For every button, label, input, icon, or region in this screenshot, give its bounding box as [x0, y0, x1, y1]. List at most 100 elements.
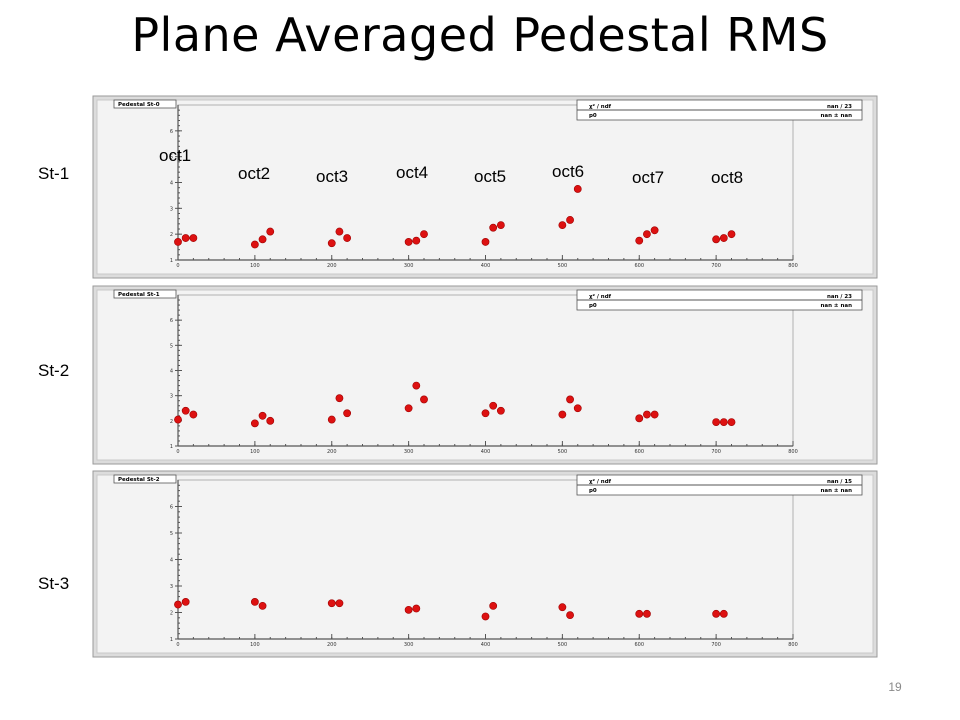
- data-point: [420, 230, 428, 239]
- x-tick-label: 200: [327, 263, 337, 269]
- x-tick-label: 500: [558, 642, 568, 648]
- data-point: [335, 599, 344, 608]
- x-tick-label: 0: [176, 449, 179, 455]
- x-tick-label: 400: [481, 642, 491, 648]
- data-point: [650, 410, 659, 419]
- data-point: [712, 418, 721, 426]
- data-point: [650, 226, 659, 235]
- data-point: [181, 598, 190, 606]
- data-point: [181, 406, 190, 415]
- y-tick-label: 6: [170, 318, 173, 324]
- stats-p0-label: p0: [589, 113, 597, 119]
- data-point: [727, 418, 736, 426]
- data-point: [258, 411, 267, 420]
- data-point: [335, 394, 344, 403]
- data-point: [181, 234, 190, 242]
- data-point: [343, 234, 352, 242]
- octant-label-8: oct8: [711, 168, 744, 187]
- data-point: [719, 609, 728, 618]
- stats-p0-label: p0: [589, 303, 597, 309]
- data-point: [635, 609, 644, 618]
- y-tick-label: 5: [170, 343, 173, 349]
- stats-p0-label: p0: [589, 488, 597, 494]
- data-point: [412, 604, 421, 613]
- data-point: [327, 415, 336, 424]
- octant-label-6: oct6: [552, 162, 585, 181]
- stats-p0-value: nan ± nan: [820, 113, 852, 119]
- data-point: [558, 603, 567, 612]
- data-point: [327, 239, 336, 248]
- octant-label-3: oct3: [316, 167, 349, 186]
- data-point: [189, 234, 198, 242]
- x-tick-label: 700: [711, 642, 721, 648]
- y-tick-label: 6: [170, 505, 173, 511]
- stats-chi2-value: nan / 23: [827, 104, 852, 110]
- data-point: [489, 223, 498, 232]
- x-tick-label: 800: [788, 642, 798, 648]
- data-point: [250, 240, 259, 249]
- data-point: [566, 611, 574, 620]
- data-point: [481, 612, 490, 621]
- x-tick-label: 300: [404, 449, 414, 455]
- data-point: [327, 599, 336, 608]
- data-point: [712, 235, 721, 244]
- panel-inner: [96, 289, 874, 461]
- page-number: 19: [888, 680, 902, 694]
- data-point: [174, 600, 182, 609]
- x-tick-label: 600: [634, 642, 644, 648]
- x-tick-label: 700: [711, 449, 721, 455]
- panel-inner: [96, 474, 874, 654]
- stats-chi2-label: χ² / ndf: [589, 293, 612, 300]
- data-point: [573, 185, 582, 193]
- y-tick-label: 3: [170, 206, 173, 212]
- y-tick-label: 3: [170, 394, 173, 400]
- x-tick-label: 300: [404, 263, 414, 269]
- octant-label-4: oct4: [396, 163, 429, 182]
- histogram-title: Pedestal St-2: [118, 477, 160, 483]
- y-tick-label: 4: [170, 181, 173, 187]
- stats-p0-value: nan ± nan: [820, 303, 852, 309]
- stats-chi2-label: χ² / ndf: [589, 103, 612, 110]
- slide-title: Plane Averaged Pedestal RMS: [131, 8, 829, 62]
- data-point: [343, 409, 352, 418]
- data-point: [712, 609, 721, 618]
- data-point: [558, 221, 567, 230]
- histogram-title: Pedestal St-0: [118, 102, 160, 108]
- data-point: [412, 236, 421, 245]
- data-point: [250, 419, 259, 428]
- data-point: [566, 216, 574, 224]
- histogram-title: Pedestal St-1: [118, 292, 160, 298]
- y-tick-label: 4: [170, 369, 173, 375]
- octant-label-1: oct1: [159, 146, 192, 165]
- data-point: [635, 414, 644, 423]
- x-tick-label: 400: [481, 449, 491, 455]
- data-point: [719, 418, 728, 426]
- data-point: [266, 227, 275, 236]
- y-tick-label: 6: [170, 129, 173, 135]
- data-point: [174, 415, 182, 424]
- data-point: [643, 609, 651, 618]
- x-tick-label: 600: [634, 263, 644, 269]
- data-point: [643, 410, 651, 419]
- data-point: [727, 230, 736, 239]
- stats-chi2-value: nan / 23: [827, 294, 852, 300]
- data-point: [404, 238, 413, 246]
- octant-label-2: oct2: [238, 164, 271, 183]
- chart-panel-1: 1 2 3 4 5 6 0 100 200 300 400 500 600 700 800 Pedestal …: [92, 95, 878, 279]
- data-point: [250, 598, 259, 606]
- x-tick-label: 0: [176, 642, 179, 648]
- row-label-st3: St-3: [38, 574, 70, 593]
- data-point: [266, 416, 275, 425]
- x-tick-label: 400: [481, 263, 491, 269]
- data-point: [420, 395, 428, 404]
- data-point: [258, 235, 267, 244]
- x-tick-label: 100: [250, 449, 260, 455]
- x-tick-label: 500: [558, 263, 568, 269]
- chart-panel-3: 1 2 3 4 5 6 0 100 200 300 400 500 600 700 800 Pedestal …: [92, 470, 878, 658]
- stats-chi2-label: χ² / ndf: [589, 478, 612, 485]
- chart-panel-2: 1 2 3 4 5 6 0 100 200 300 400 500 600 700 800 Pedestal …: [92, 285, 878, 465]
- x-tick-label: 300: [404, 642, 414, 648]
- y-tick-label: 3: [170, 584, 173, 590]
- y-tick-label: 2: [170, 611, 173, 617]
- y-tick-label: 1: [170, 258, 173, 264]
